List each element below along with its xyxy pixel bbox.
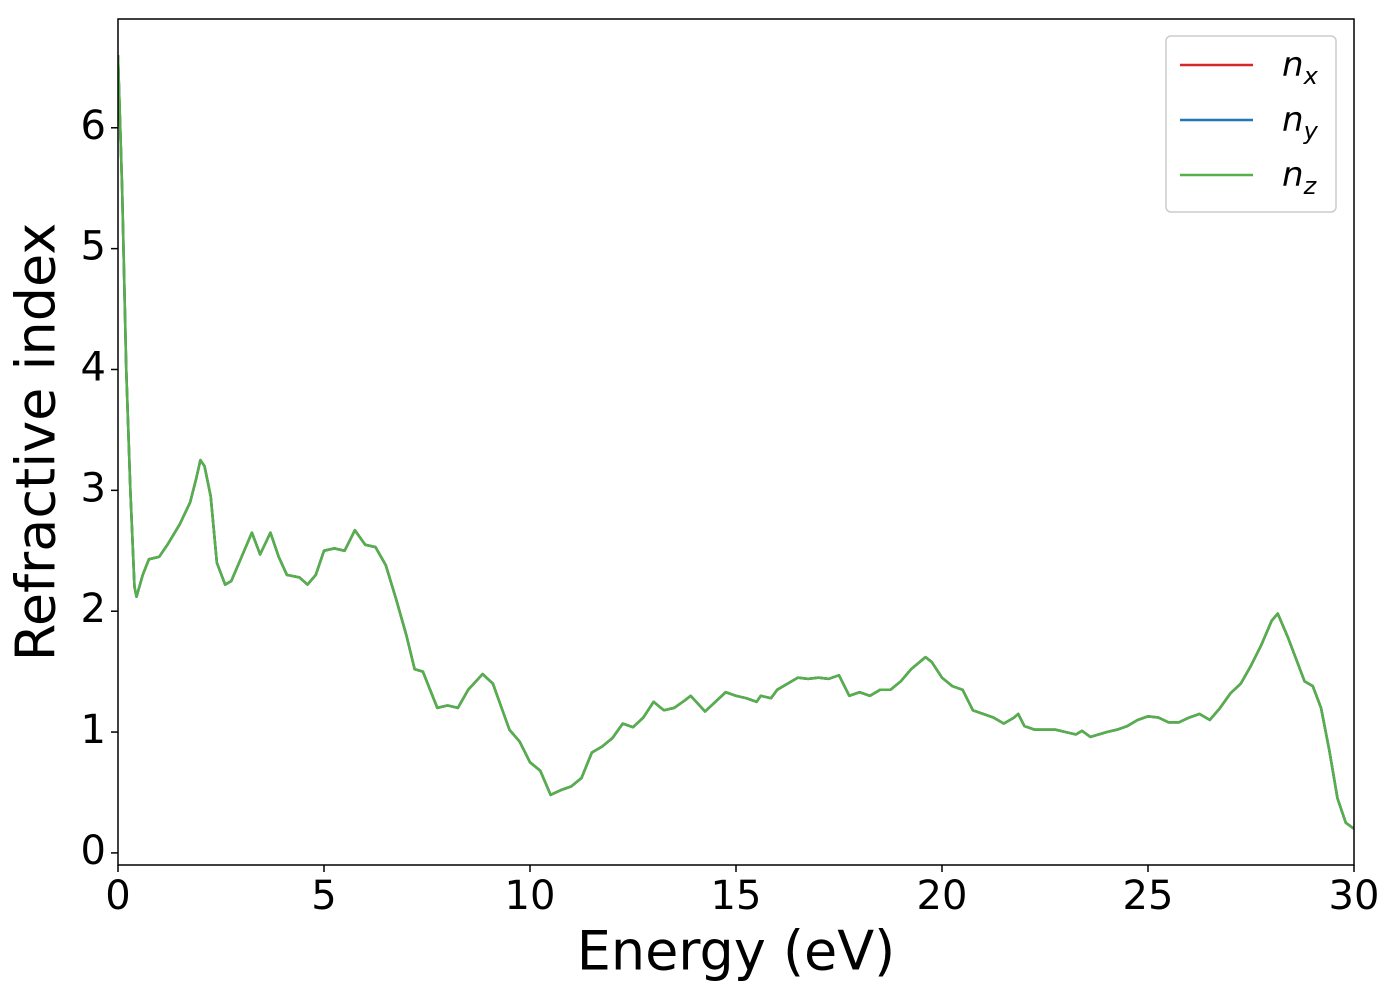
x-tick-label: 15	[711, 873, 762, 919]
y-tick-label: 4	[81, 344, 106, 390]
x-tick-label: 20	[917, 873, 968, 919]
y-tick-label: 3	[81, 465, 106, 511]
y-tick-label: 5	[81, 224, 106, 270]
y-tick-label: 0	[81, 828, 106, 874]
y-tick-label: 6	[81, 103, 106, 149]
legend-label: nx	[1282, 45, 1319, 90]
x-tick-label: 0	[105, 873, 130, 919]
legend-label: ny	[1282, 100, 1319, 145]
series-line	[118, 55, 1354, 830]
x-tick-label: 30	[1329, 873, 1380, 919]
y-tick-label: 1	[81, 707, 106, 753]
x-tick-label: 25	[1123, 873, 1174, 919]
x-tick-label: 5	[311, 873, 336, 919]
plot-frame	[117, 18, 1355, 866]
y-tick-label: 2	[81, 586, 106, 632]
x-tick-label: 10	[505, 873, 556, 919]
y-axis-label: Refractive index	[5, 223, 68, 662]
x-axis-label: Energy (eV)	[577, 920, 896, 983]
legend-label: nz	[1282, 155, 1318, 200]
legend-box	[1165, 35, 1337, 213]
